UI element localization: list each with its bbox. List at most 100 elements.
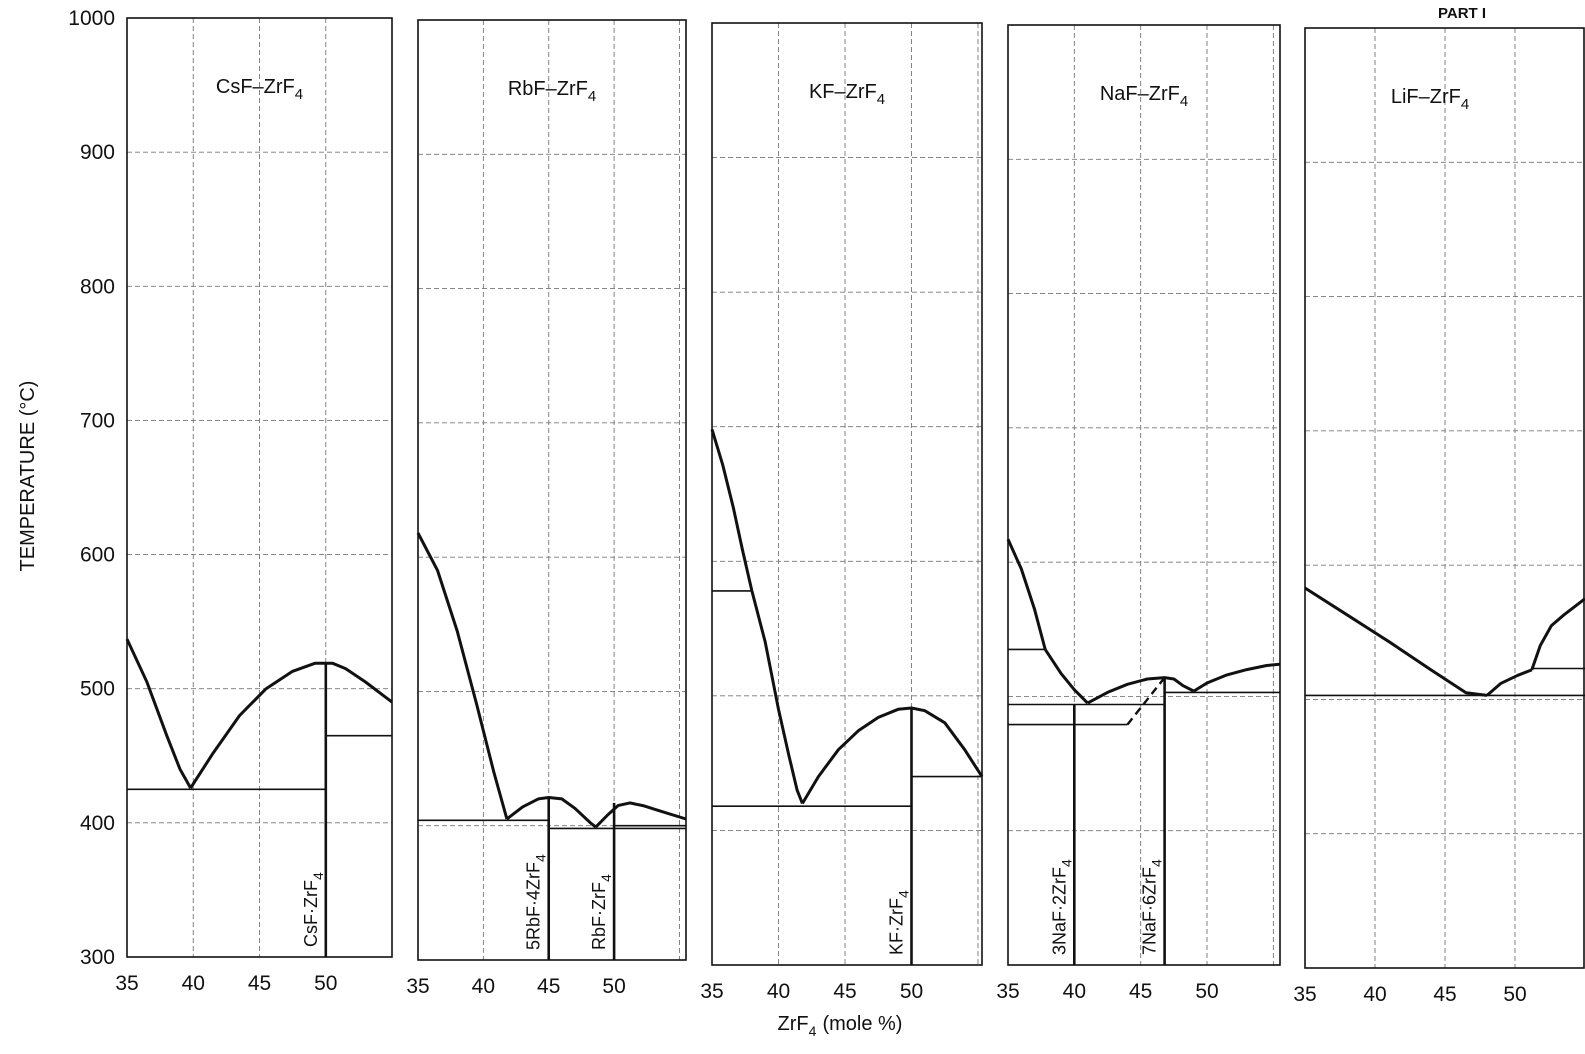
compound-label-sub: 4 bbox=[1149, 859, 1165, 867]
x-tick-label: 40 bbox=[472, 975, 495, 998]
compound-label: CsF·ZrF4 bbox=[301, 872, 326, 947]
grid bbox=[127, 18, 392, 957]
x-tick-label: 35 bbox=[996, 980, 1019, 1003]
y-tick-label: 900 bbox=[80, 141, 115, 164]
grid bbox=[1305, 28, 1585, 968]
x-tick-label: 50 bbox=[314, 972, 337, 995]
part-label: PART I bbox=[1438, 5, 1486, 22]
compound-label: 5RbF·4ZrF4 bbox=[524, 854, 549, 950]
x-tick-label: 35 bbox=[115, 972, 138, 995]
panel-title-sub: 4 bbox=[877, 91, 885, 108]
compound-label-sub: 4 bbox=[310, 872, 326, 880]
compound-label-sub: 4 bbox=[533, 854, 549, 862]
compound-label-sub: 4 bbox=[896, 890, 912, 898]
curve-line-1 bbox=[125, 638, 192, 789]
y-tick-label: 600 bbox=[80, 544, 115, 567]
x-tick-label: 40 bbox=[767, 980, 790, 1003]
curve-line-1 bbox=[1006, 538, 1047, 650]
panel-title: LiF–ZrF4 bbox=[1391, 86, 1469, 113]
curve-line-3 bbox=[801, 706, 984, 805]
curve-line-4 bbox=[1193, 662, 1281, 693]
compound-label-main: RbF·ZrF bbox=[589, 882, 609, 950]
panel-frame bbox=[1304, 27, 1585, 969]
grid bbox=[1008, 25, 1280, 965]
grid bbox=[418, 20, 686, 960]
panel-frame bbox=[417, 19, 687, 961]
x-tick-label: 50 bbox=[900, 980, 923, 1003]
x-tick-label: 45 bbox=[1433, 983, 1456, 1006]
peritectic-line-9 bbox=[1126, 676, 1166, 726]
compound-label: 3NaF·2ZrF4 bbox=[1049, 859, 1074, 955]
curve-line-3 bbox=[594, 801, 687, 829]
curve-line-2 bbox=[750, 590, 804, 805]
panel-title: KF–ZrF4 bbox=[809, 81, 885, 108]
curve-line-2 bbox=[505, 796, 597, 829]
panel-title: NaF–ZrF4 bbox=[1100, 83, 1188, 110]
x-tick-label: 35 bbox=[406, 975, 429, 998]
x-axis-label-rest: (mole %) bbox=[822, 1013, 902, 1035]
compound-label-main: 3NaF·2ZrF bbox=[1049, 867, 1069, 955]
curve-line-3 bbox=[1086, 676, 1195, 705]
x-tick-label: 45 bbox=[1129, 980, 1152, 1003]
y-tick-label: 700 bbox=[80, 409, 115, 432]
panel-title-main: KF–ZrF bbox=[809, 81, 877, 103]
y-tick-labels: 300 400 500 600 700 800 900 1000 bbox=[68, 7, 115, 969]
y-tick-label: 1000 bbox=[68, 7, 115, 30]
panel-title: CsF–ZrF4 bbox=[216, 76, 303, 103]
panel-title-sub: 4 bbox=[295, 86, 303, 103]
x-tick-label: 35 bbox=[700, 980, 723, 1003]
y-tick-label: 800 bbox=[80, 275, 115, 298]
panel-title-sub: 4 bbox=[1180, 93, 1188, 110]
y-axis-label: TEMPERATURE (°C) bbox=[17, 381, 39, 572]
x-tick-label: 35 bbox=[1293, 983, 1316, 1006]
panel-title-main: CsF–ZrF bbox=[216, 76, 295, 98]
compound-label-main: 7NaF·6ZrF bbox=[1140, 867, 1160, 955]
panel-title-sub: 4 bbox=[588, 88, 596, 105]
curve-line-1 bbox=[416, 532, 509, 820]
compound-label: RbF·ZrF4 bbox=[589, 874, 614, 950]
panel-title: RbF–ZrF4 bbox=[508, 78, 596, 105]
x-tick-label: 50 bbox=[1503, 983, 1526, 1006]
panel-frame bbox=[126, 17, 393, 958]
panel-title-sub: 4 bbox=[1461, 96, 1469, 113]
compound-label-main: KF·ZrF bbox=[887, 898, 907, 955]
curve-line-2 bbox=[189, 661, 393, 789]
panel-title-main: RbF–ZrF bbox=[508, 78, 588, 100]
x-tick-label: 40 bbox=[182, 972, 205, 995]
curve-line-1 bbox=[710, 428, 754, 592]
curve-line-2 bbox=[1043, 648, 1089, 705]
x-tick-label: 40 bbox=[1363, 983, 1386, 1006]
y-tick-label: 500 bbox=[80, 678, 115, 701]
x-tick-label: 45 bbox=[537, 975, 560, 998]
panel-5: LiF–ZrF4 35 40 45 50 bbox=[1293, 27, 1585, 1006]
x-axis-label-main: ZrF bbox=[778, 1013, 809, 1035]
curve-line-1 bbox=[1304, 586, 1488, 697]
x-axis-label-sub: 4 bbox=[809, 1023, 817, 1039]
x-tick-label: 45 bbox=[833, 980, 856, 1003]
x-tick-label: 50 bbox=[602, 975, 625, 998]
compound-label-main: 5RbF·4ZrF bbox=[524, 862, 544, 950]
compound-label: 7NaF·6ZrF4 bbox=[1140, 859, 1165, 955]
panel-frame bbox=[711, 22, 983, 966]
panel-title-main: LiF–ZrF bbox=[1391, 86, 1461, 108]
x-tick-label: 45 bbox=[248, 972, 271, 995]
curve-line-3 bbox=[1530, 597, 1585, 671]
compound-label-sub: 4 bbox=[598, 874, 614, 882]
x-tick-label: 50 bbox=[1195, 980, 1218, 1003]
compound-label-main: CsF·ZrF bbox=[301, 880, 321, 947]
compound-label: KF·ZrF4 bbox=[887, 890, 912, 955]
x-tick-label: 40 bbox=[1063, 980, 1086, 1003]
grid bbox=[712, 23, 982, 965]
y-tick-label: 400 bbox=[80, 812, 115, 835]
compound-label-sub: 4 bbox=[1058, 859, 1074, 867]
x-axis-label: ZrF4 (mole %) bbox=[778, 1013, 903, 1039]
y-tick-label: 300 bbox=[80, 946, 115, 969]
panel-frame bbox=[1007, 24, 1281, 966]
curve-line-2 bbox=[1486, 668, 1533, 697]
